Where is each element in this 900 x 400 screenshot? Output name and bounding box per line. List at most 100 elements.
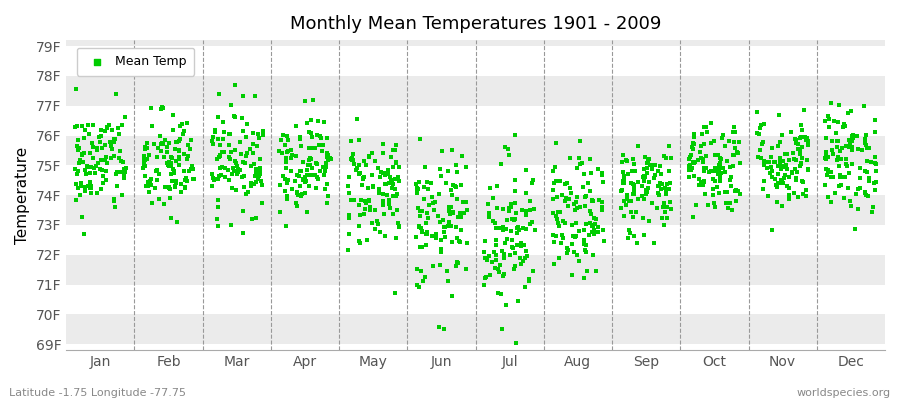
Point <box>520 253 535 259</box>
Point <box>180 156 194 162</box>
Point <box>68 166 83 172</box>
Point <box>211 223 225 230</box>
Point <box>764 164 778 170</box>
Point <box>773 177 788 183</box>
Point <box>138 162 152 169</box>
Point <box>144 123 158 130</box>
Point <box>341 230 356 237</box>
Point <box>578 246 592 253</box>
Point <box>490 225 504 231</box>
Point <box>867 180 881 187</box>
Point <box>82 131 96 138</box>
Point <box>525 180 539 186</box>
Point <box>253 171 267 177</box>
Point <box>273 182 287 188</box>
Point <box>220 167 235 174</box>
Point <box>292 168 307 174</box>
Point <box>182 168 196 174</box>
Point <box>489 225 503 232</box>
Point <box>836 124 850 130</box>
Point <box>508 188 522 194</box>
Point <box>640 188 654 195</box>
Point <box>496 226 510 233</box>
Point <box>385 185 400 192</box>
Point <box>648 162 662 168</box>
Point <box>650 205 664 211</box>
Point <box>664 155 679 161</box>
Point <box>570 204 584 211</box>
Point <box>416 278 430 284</box>
Point <box>290 203 304 210</box>
Point <box>770 180 785 186</box>
Point <box>138 144 152 150</box>
Point <box>439 268 454 274</box>
Point <box>410 185 425 191</box>
Point <box>300 166 314 173</box>
Point <box>98 156 112 163</box>
Point <box>172 162 186 168</box>
Point <box>655 215 670 221</box>
Point <box>88 162 103 169</box>
Point <box>358 198 373 204</box>
Point <box>849 191 863 197</box>
Point <box>723 200 737 206</box>
Point <box>371 165 385 171</box>
Point <box>448 184 463 191</box>
Point <box>234 150 248 157</box>
Point <box>102 122 116 128</box>
Point <box>154 106 168 112</box>
Point <box>663 206 678 212</box>
Point <box>76 152 90 159</box>
Point <box>580 268 595 275</box>
Point <box>234 115 248 122</box>
Point <box>162 163 176 169</box>
Point <box>165 154 179 161</box>
Point <box>76 159 90 166</box>
Point <box>392 164 406 170</box>
Point <box>104 141 118 148</box>
Point <box>526 268 540 274</box>
Point <box>585 222 599 228</box>
Point <box>365 150 380 156</box>
Point <box>859 142 873 148</box>
Point <box>616 178 630 184</box>
Point <box>313 134 328 141</box>
Point <box>590 224 605 230</box>
Point <box>846 135 860 142</box>
Point <box>252 173 266 179</box>
Point <box>280 196 294 203</box>
Point <box>422 202 436 209</box>
Point <box>631 196 645 202</box>
Point <box>824 173 839 180</box>
Point <box>158 154 172 160</box>
Point <box>770 163 785 169</box>
Point <box>488 265 502 272</box>
Point <box>595 198 609 205</box>
Point <box>208 128 222 135</box>
Point <box>84 185 98 191</box>
Point <box>858 140 872 146</box>
Point <box>74 182 88 189</box>
Point <box>634 183 649 189</box>
Point <box>512 226 526 233</box>
Point <box>93 166 107 172</box>
Point <box>355 197 369 204</box>
Point <box>382 180 396 186</box>
Point <box>378 181 392 188</box>
Point <box>385 181 400 187</box>
Point <box>82 164 96 170</box>
Point <box>842 198 857 204</box>
Point <box>352 171 366 177</box>
Point <box>508 210 523 216</box>
Point <box>545 196 560 202</box>
Point <box>492 224 507 231</box>
Point <box>94 186 108 192</box>
Point <box>828 190 842 196</box>
Point <box>711 152 725 158</box>
Point <box>103 138 117 145</box>
Point <box>832 148 847 154</box>
Point <box>460 239 474 246</box>
Point <box>320 152 335 158</box>
Point <box>434 249 448 255</box>
Point <box>684 167 698 174</box>
